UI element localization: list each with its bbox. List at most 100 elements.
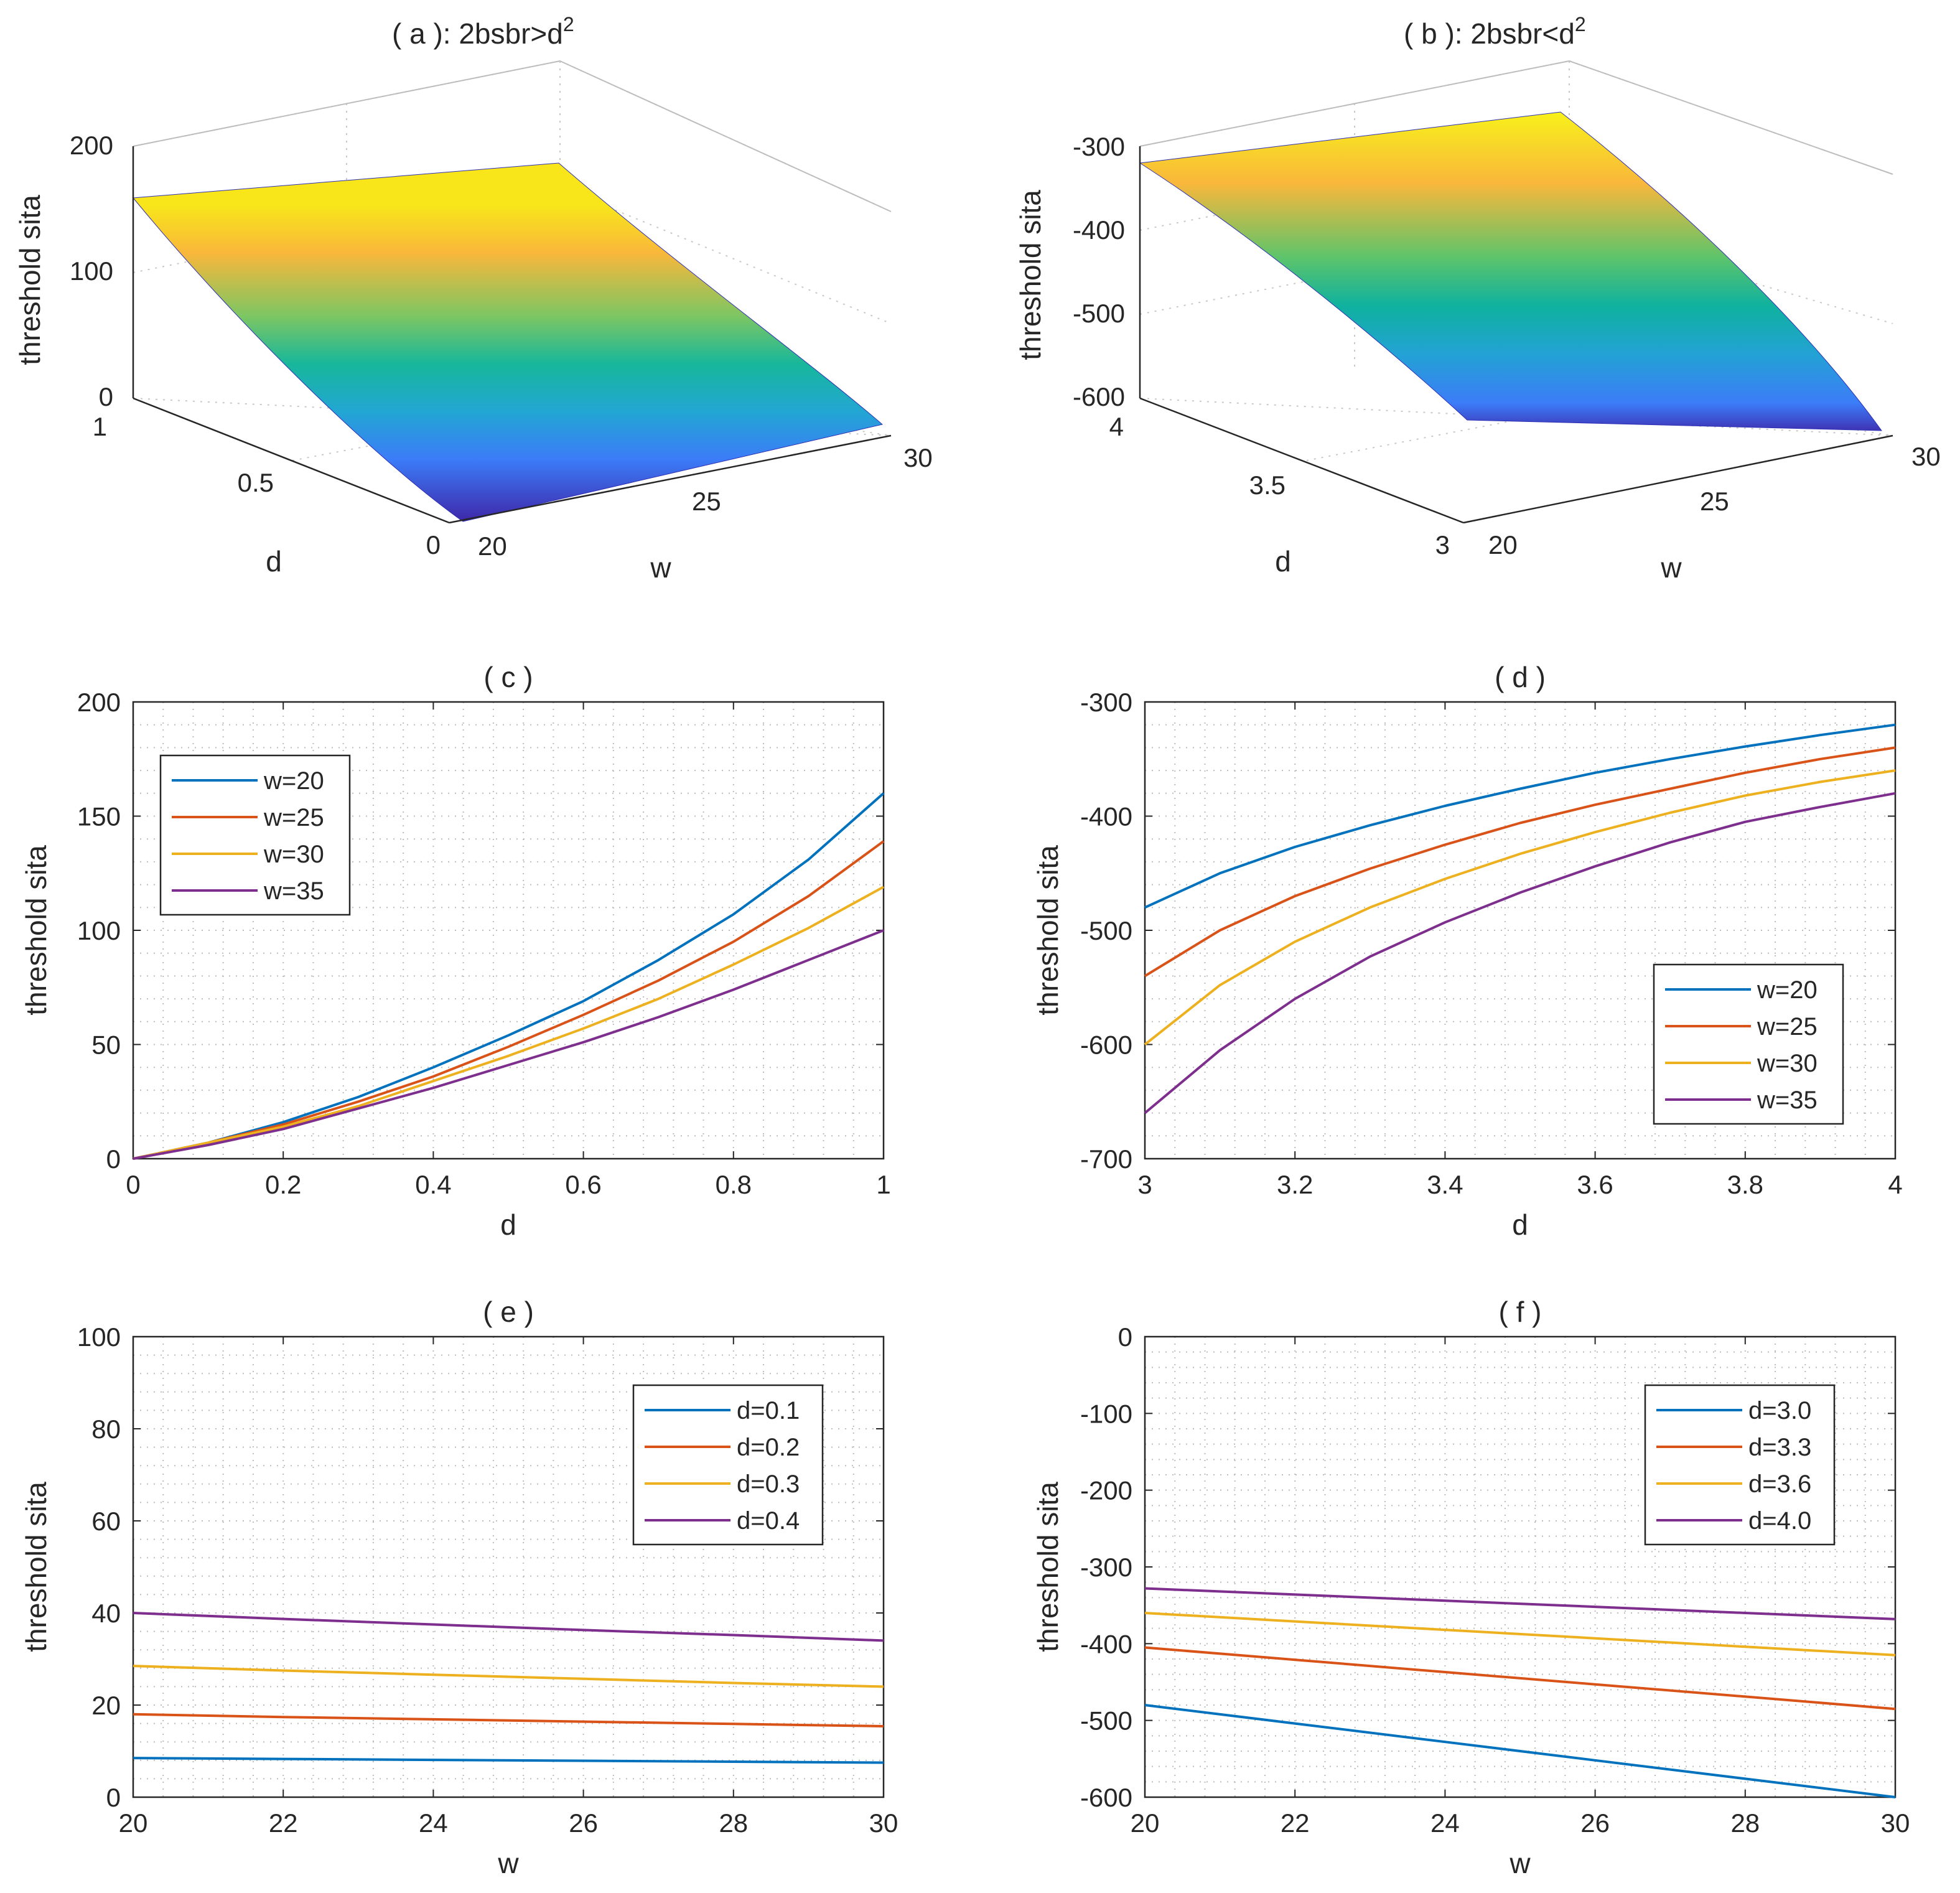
panel-d-legend-box [1653, 963, 1844, 1125]
panel-d-legend-label: w=20 [1757, 976, 1818, 1004]
panel-d-x-label: d [1512, 1208, 1528, 1241]
panel-c-series-w-30 [133, 886, 884, 1160]
panel-d-y-tick-label: -400 [1080, 802, 1132, 831]
panel-d-x-tick-label: 3.2 [1277, 1170, 1313, 1199]
panel-f-series-d-4-0 [1144, 1587, 1896, 1620]
panel-d-series-w-30 [1144, 769, 1896, 1046]
panel-a-d-tick-1: 1 [93, 412, 107, 441]
panel-a-back-right-edge [559, 60, 892, 212]
panel-e-y-tick-label: 40 [91, 1599, 121, 1628]
panel-b-d-tick-4: 4 [1109, 412, 1124, 441]
panel-d-legend-label: w=35 [1757, 1087, 1818, 1114]
panel-b-title-main: ( b ): 2bsbr<d [1404, 17, 1575, 50]
panel-b-w-tick-25: 25 [1700, 487, 1729, 516]
panel-a-surface-plot: 0 100 200 1 0.5 0 20 25 30 d w threshold… [14, 13, 933, 584]
panel-d-title: ( d ) [1495, 661, 1546, 693]
panel-b-z-tick-500: -500 [1073, 299, 1125, 328]
panel-f-y-label: threshold sita [1032, 1482, 1064, 1652]
panel-b-z-tick-600: -600 [1073, 382, 1125, 411]
panel-f-x-tick-label: 20 [1131, 1808, 1160, 1838]
panel-c-legend-label: w=20 [263, 767, 324, 795]
panel-d-legend: w=20 w=25 w=30 w=35 [1653, 963, 1844, 1125]
panel-e-y-tick-label: 60 [91, 1507, 121, 1536]
panel-f-legend-label: d=3.6 [1748, 1470, 1811, 1498]
panel-d-series-w-20 [1144, 723, 1896, 909]
panel-a-w-tick-25: 25 [692, 487, 721, 516]
panel-c-x-tick-label: 0.8 [716, 1170, 752, 1199]
panel-d-y-tick-label: -500 [1080, 916, 1132, 945]
panel-e-legend-box [632, 1384, 824, 1546]
panel-b-z-tick-300: -300 [1073, 132, 1125, 161]
panel-c-title: ( c ) [483, 661, 533, 693]
panel-f-y-tick-label: -200 [1080, 1476, 1132, 1505]
panel-b-w-label: w [1660, 551, 1682, 584]
panel-e-series-d-0-3 [133, 1665, 884, 1688]
panel-e-y-tick-label: 20 [91, 1691, 121, 1720]
panel-a-w-tick-20: 20 [478, 531, 507, 561]
panel-a-title-sup: 2 [563, 13, 574, 35]
panel-b-top-back-edge [1139, 60, 1570, 147]
panel-e-x-tick-label: 22 [269, 1808, 298, 1838]
panel-f-legend: d=3.0 d=3.3 d=3.6 d=4.0 [1644, 1384, 1836, 1546]
panel-d-x-tick-label: 4 [1888, 1170, 1902, 1199]
panel-e-legend-label: d=0.2 [737, 1434, 800, 1461]
panel-e-y-label: threshold sita [20, 1482, 52, 1652]
panel-f-x-tick-label: 22 [1281, 1808, 1310, 1838]
panel-e-y-tick-label: 100 [77, 1322, 121, 1352]
panel-c-line-chart: 0 0.2 0.4 0.6 0.8 1 0 50 100 150 200 ( c ) d threshol… [20, 661, 891, 1241]
panel-e-axes-box [132, 1335, 885, 1798]
panel-b-surface [1139, 111, 1882, 431]
panel-a-z-ticks: 0 100 200 [70, 131, 113, 411]
panel-b-w-tick-20: 20 [1488, 530, 1518, 559]
panel-a-d-tick-0: 0 [426, 530, 441, 559]
panel-c-x-tick-label: 0.4 [415, 1170, 451, 1199]
panel-f-y-tick-label: -600 [1080, 1783, 1132, 1812]
panel-d-line-chart: 3 3.2 3.4 3.6 3.8 4 -700 -600 -500 -400 -300 ( d ) d… [1032, 661, 1903, 1241]
panel-a-z-tick-0: 0 [99, 382, 113, 411]
panel-f-y-tick-label: 0 [1118, 1322, 1132, 1352]
panel-e-legend-label: d=0.3 [737, 1470, 800, 1498]
panel-e-legend-label: d=0.1 [737, 1397, 800, 1424]
panel-b-z-ticks: -600 -500 -400 -300 [1073, 132, 1125, 411]
panel-e-x-label: w [497, 1847, 519, 1879]
panel-d-series-w-35 [1144, 792, 1896, 1115]
panel-f-x-tick-label: 26 [1580, 1808, 1610, 1838]
panel-b-w-ticks: 20 25 30 [1488, 442, 1941, 559]
panel-b-title: ( b ): 2bsbr<d2 [1404, 13, 1586, 50]
panel-a-w-label: w [650, 551, 671, 584]
panel-e-title: ( e ) [483, 1296, 534, 1328]
panel-b-d-ticks: 4 3.5 3 [1109, 412, 1450, 559]
panel-a-z-tick-1: 100 [70, 256, 113, 286]
panel-d-legend-label: w=30 [1757, 1050, 1818, 1077]
panel-c-series-w-20 [133, 792, 885, 1160]
panel-f-y-tick-label: -300 [1080, 1553, 1132, 1582]
panel-c-y-tick-label: 0 [106, 1144, 121, 1174]
panel-f-series-d-3-3 [1144, 1646, 1896, 1711]
panel-b-back-right-edge [1569, 60, 1893, 175]
panel-b-title-sup: 2 [1575, 13, 1586, 35]
panel-e-x-tick-label: 24 [419, 1808, 448, 1838]
panel-e-series-d-0-4 [133, 1612, 884, 1642]
panel-a-surface [133, 162, 884, 522]
panel-e-series-d-0-2 [133, 1713, 884, 1727]
panel-d-y-label: threshold sita [1032, 845, 1064, 1016]
panel-c-y-tick-label: 50 [91, 1031, 121, 1060]
panel-c-x-label: d [500, 1208, 516, 1241]
panel-a-z-tick-2: 200 [70, 131, 113, 160]
panel-b-w-tick-30: 30 [1911, 442, 1941, 471]
panel-d-y-tick-label: -300 [1080, 688, 1132, 717]
panel-c-y-label: threshold sita [20, 845, 52, 1016]
panel-f-x-tick-label: 24 [1430, 1808, 1460, 1838]
panel-b-surface-plot: -600 -500 -400 -300 4 3.5 3 20 25 30 d w… [1014, 13, 1941, 584]
panel-f-title: ( f ) [1499, 1296, 1542, 1328]
panel-d-x-tick-label: 3.4 [1427, 1170, 1463, 1199]
panel-e-legend: d=0.1 d=0.2 d=0.3 d=0.4 [632, 1384, 824, 1546]
panel-f-grid [1145, 1337, 1895, 1797]
panel-d-x-tick-label: 3.6 [1577, 1170, 1613, 1199]
panel-c-series-w-35 [133, 929, 884, 1160]
panel-c-y-tick-label: 100 [77, 916, 121, 945]
panel-b-w-axis [1463, 434, 1893, 524]
panel-f-x-tick-label: 30 [1881, 1808, 1910, 1838]
panel-a-w-tick-30: 30 [903, 443, 933, 472]
